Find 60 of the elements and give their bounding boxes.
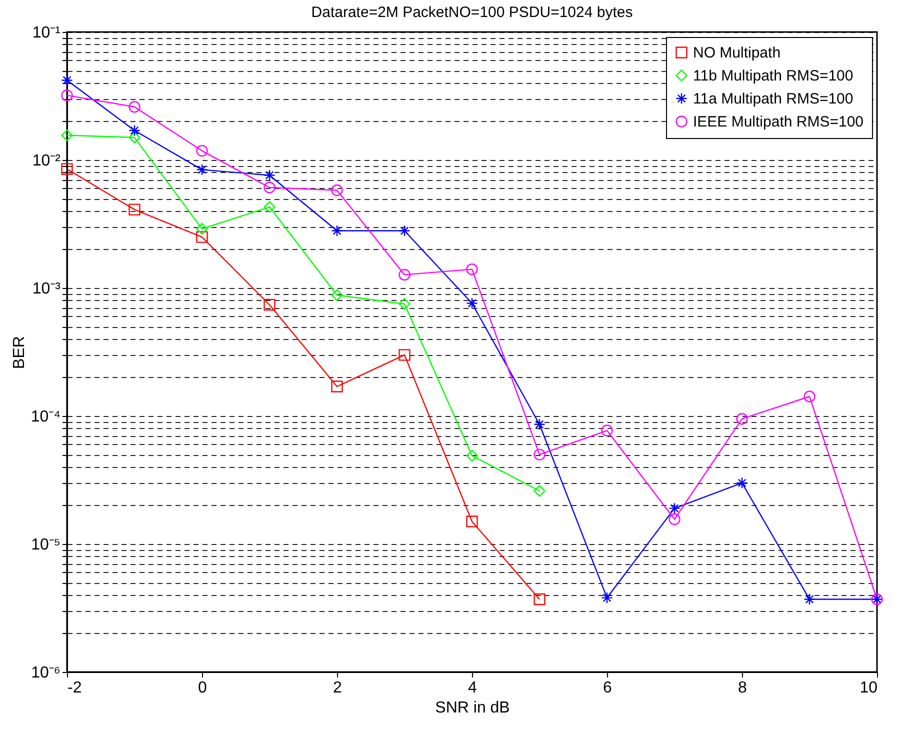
x-tick-label: 4 <box>468 680 478 696</box>
point <box>61 74 73 86</box>
legend-label: NO Multipath <box>693 44 781 62</box>
point <box>196 222 208 235</box>
point <box>128 204 140 216</box>
point <box>668 513 680 526</box>
y-tick-label: 10⁻³ <box>32 280 62 298</box>
y-tick-label: 10⁻⁴ <box>30 408 61 426</box>
chart-title: Datarate=2M PacketNO=100 PSDU=1024 bytes <box>311 4 633 21</box>
point <box>331 224 343 237</box>
x-tick-label: 2 <box>333 680 342 696</box>
point <box>398 349 410 361</box>
point <box>466 263 478 276</box>
x-tick-label: -2 <box>68 680 82 696</box>
point <box>264 298 276 311</box>
point <box>61 90 73 102</box>
point <box>466 297 478 310</box>
point <box>398 298 410 310</box>
point <box>264 201 276 213</box>
point <box>601 424 613 436</box>
y-tick-label: 10⁻⁵ <box>31 536 60 554</box>
point <box>534 593 546 606</box>
x-tick-label: 10 <box>860 680 878 696</box>
point <box>196 144 208 157</box>
point <box>61 163 73 175</box>
point <box>264 182 276 194</box>
point <box>668 502 680 514</box>
y-tick-label: 10⁻¹ <box>32 24 60 42</box>
point <box>196 164 208 176</box>
point <box>601 592 613 604</box>
point <box>196 231 208 243</box>
point <box>128 124 140 136</box>
point <box>331 289 343 301</box>
point <box>736 477 748 489</box>
point <box>534 448 546 460</box>
point <box>331 184 343 196</box>
point <box>61 129 73 142</box>
y-tick-label: 10⁻² <box>32 152 62 170</box>
point <box>128 132 140 144</box>
point <box>128 101 140 113</box>
x-tick-label: 8 <box>738 680 748 696</box>
point <box>466 450 478 462</box>
point <box>331 380 343 392</box>
y-axis-title: BER <box>10 336 28 369</box>
legend-label: 11b Multipath RMS=100 <box>693 68 854 84</box>
point <box>466 516 478 528</box>
legend-label: IEEE Multipath RMS=100 <box>693 114 864 130</box>
point <box>398 268 410 281</box>
legend-label: 11a Multipath RMS=100 <box>693 90 854 108</box>
point <box>804 390 816 402</box>
point <box>398 224 410 237</box>
point <box>804 593 816 606</box>
point <box>534 418 546 430</box>
point <box>264 169 276 182</box>
x-tick-label: 0 <box>198 680 208 696</box>
x-tick-label: 6 <box>603 680 612 696</box>
point <box>736 413 748 425</box>
y-tick-label: 10⁻⁶ <box>31 664 60 682</box>
point <box>534 485 546 497</box>
x-axis-title: SNR in dB <box>435 700 510 716</box>
